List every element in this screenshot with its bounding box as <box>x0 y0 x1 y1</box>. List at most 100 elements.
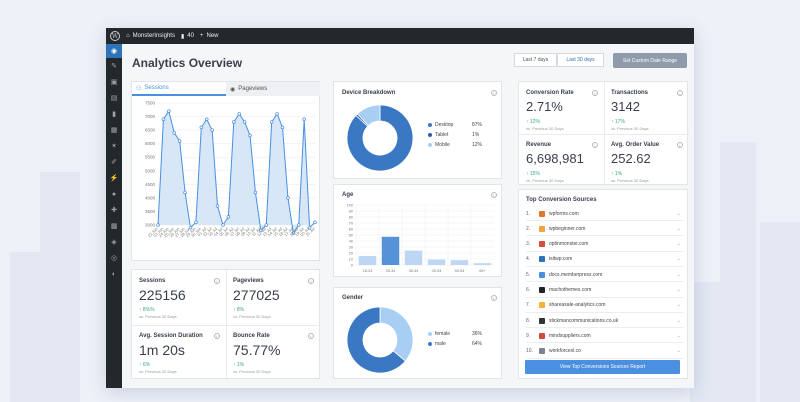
comment-icon: ▮ <box>112 111 116 118</box>
kpi-value: 2.71% <box>526 99 563 114</box>
page-icon: ▤ <box>110 95 118 102</box>
sidebar-item-media[interactable]: ▣ <box>106 74 122 90</box>
range-last-30-days-button[interactable]: Last 30 days <box>557 53 604 67</box>
list-item[interactable]: 6. machothemes.com ⌄ <box>526 284 684 298</box>
kpi-comparison: vs. Previous 30 Days <box>526 178 564 183</box>
sidebar-item-insights[interactable]: ◉ <box>106 44 122 58</box>
sidebar-item-appearance[interactable]: ✐ <box>106 154 122 170</box>
x-tick-label: 16 Jul <box>278 226 289 237</box>
tab-sessions[interactable]: ⚇ Sessions <box>132 82 226 96</box>
plus-icon: + <box>199 33 204 39</box>
chevron-down-icon[interactable]: ⌄ <box>676 241 681 248</box>
data-point <box>167 109 171 113</box>
info-icon[interactable]: i <box>491 192 497 198</box>
view-sources-report-button[interactable]: View Top Conversions Sources Report <box>525 360 680 374</box>
info-icon[interactable]: i <box>491 90 497 96</box>
list-item[interactable]: 7. shareasale-analytics.com ⌄ <box>526 299 684 313</box>
chevron-down-icon[interactable]: ⌄ <box>676 225 681 232</box>
legend-item: Tablet <box>428 132 448 138</box>
y-tick-label: 80 <box>349 215 353 219</box>
sidebar-item-tools[interactable]: ✚ <box>106 202 122 218</box>
x-tick-label: 17 Jul <box>283 226 294 237</box>
new-content-link[interactable]: + New <box>199 33 219 39</box>
site-name-link[interactable]: ⌂ MonsterInsights <box>126 33 175 39</box>
info-icon[interactable]: i <box>308 278 314 284</box>
wp-admin-bar: W ⌂ MonsterInsights ▮ 40 + New <box>106 28 694 44</box>
range-last-7-days-button[interactable]: Last 7 days <box>514 53 557 67</box>
source-rank: 7. <box>526 302 531 309</box>
slice-female <box>379 306 414 362</box>
kpi-label: Bounce Rate <box>233 333 270 339</box>
comment-icon: ▮ <box>180 33 185 40</box>
x-tick-label: 09 Jul <box>240 226 251 237</box>
data-point <box>210 128 214 132</box>
chevron-down-icon[interactable]: ⌄ <box>676 348 681 355</box>
source-name: mindsuppliers.com <box>549 332 591 339</box>
favicon-icon <box>539 332 545 339</box>
sidebar-item-plugins[interactable]: ⚡ <box>106 170 122 186</box>
chevron-down-icon[interactable]: ⌄ <box>676 287 681 293</box>
info-icon[interactable]: i <box>592 90 598 96</box>
list-item[interactable]: 1. wpforms.com ⌄ <box>526 207 684 221</box>
chevron-down-icon[interactable]: ⌄ <box>676 256 681 263</box>
list-item[interactable]: 3. optinmonster.com ⌄ <box>526 238 684 252</box>
sessions-line <box>157 109 316 235</box>
sidebar-item-ta[interactable]: ✶ <box>106 138 122 154</box>
info-icon[interactable]: i <box>677 90 683 96</box>
chevron-down-icon[interactable]: ⌄ <box>676 332 681 339</box>
data-point <box>307 225 312 230</box>
bar-25-34 <box>381 236 400 265</box>
chevron-down-icon[interactable]: ⌄ <box>676 271 681 278</box>
list-item[interactable]: 4. isitwp.com ⌄ <box>526 253 684 267</box>
slice-male <box>346 306 406 374</box>
x-tick-label: 07 Jul <box>229 226 240 237</box>
x-tick-label: 11 Jul <box>251 226 262 237</box>
list-item[interactable]: 10. workforcexl.co ⌄ <box>526 345 684 359</box>
sidebar-item-comments[interactable]: ▮ <box>106 106 122 122</box>
info-icon[interactable]: i <box>592 142 598 148</box>
info-icon[interactable]: i <box>677 142 683 148</box>
info-icon[interactable]: i <box>491 295 497 301</box>
list-item[interactable]: 2. wpbeginner.com ⌄ <box>526 222 684 237</box>
custom-date-range-button[interactable]: Set Custom Date Range <box>613 53 687 68</box>
legend-value: 12% <box>472 142 483 148</box>
info-icon[interactable]: i <box>308 333 314 339</box>
device-breakdown-title: Device Breakdown <box>342 90 396 96</box>
chevron-down-icon[interactable]: ⌄ <box>676 302 681 309</box>
chevron-down-icon[interactable]: ⌄ <box>676 210 681 217</box>
plugin-icon: ⚡ <box>109 175 119 182</box>
y-tick-label: 6000 <box>145 141 156 146</box>
y-tick-label: 40 <box>349 239 353 243</box>
sidebar-item-forms[interactable]: ▦ <box>106 122 122 138</box>
kpi-label: Avg. Order Value <box>611 142 660 148</box>
favicon-icon <box>539 302 545 309</box>
info-icon[interactable]: i <box>214 278 220 284</box>
x-tick-label: 55-64 <box>455 269 465 273</box>
sidebar-item-collapse[interactable]: ◐ <box>106 266 122 282</box>
sidebar-item-pages[interactable]: ▤ <box>106 90 122 106</box>
wordpress-icon[interactable]: W <box>110 31 120 41</box>
legend-label: Mobile <box>435 142 450 148</box>
sidebar-item-monsterinsights[interactable]: ◎ <box>106 250 122 266</box>
kpi-value: 75.77% <box>233 342 281 358</box>
source-rank: 2. <box>526 225 531 232</box>
comments-link[interactable]: ▮ 40 <box>180 33 194 40</box>
chevron-down-icon[interactable]: ⌄ <box>676 317 681 324</box>
tab-pageviews[interactable]: ◉ Pageviews <box>226 82 320 96</box>
legend-swatch <box>428 342 432 346</box>
list-item[interactable]: 5. docs.memberpress.com ⌄ <box>526 268 684 283</box>
legend-label: male <box>435 341 446 347</box>
info-icon[interactable]: i <box>214 333 220 339</box>
sidebar-item-settings[interactable]: ▩ <box>106 218 122 234</box>
data-point <box>232 120 236 124</box>
x-tick-label: 04 Jul <box>213 226 224 237</box>
sidebar-item-users[interactable]: ● <box>106 186 122 202</box>
kpi-delta: ↑ 8% <box>233 307 245 313</box>
list-item[interactable]: 8. stickmancommunications.co.uk ⌄ <box>526 314 684 329</box>
list-item[interactable]: 9. mindsuppliers.com ⌄ <box>526 329 684 344</box>
sidebar-item-posts[interactable]: ✎ <box>106 58 122 74</box>
sidebar-item-seo[interactable]: ◈ <box>106 234 122 250</box>
x-tick-label: 21 Jul <box>305 226 316 237</box>
data-point <box>226 215 231 219</box>
y-tick-label: 7500 <box>145 101 156 106</box>
